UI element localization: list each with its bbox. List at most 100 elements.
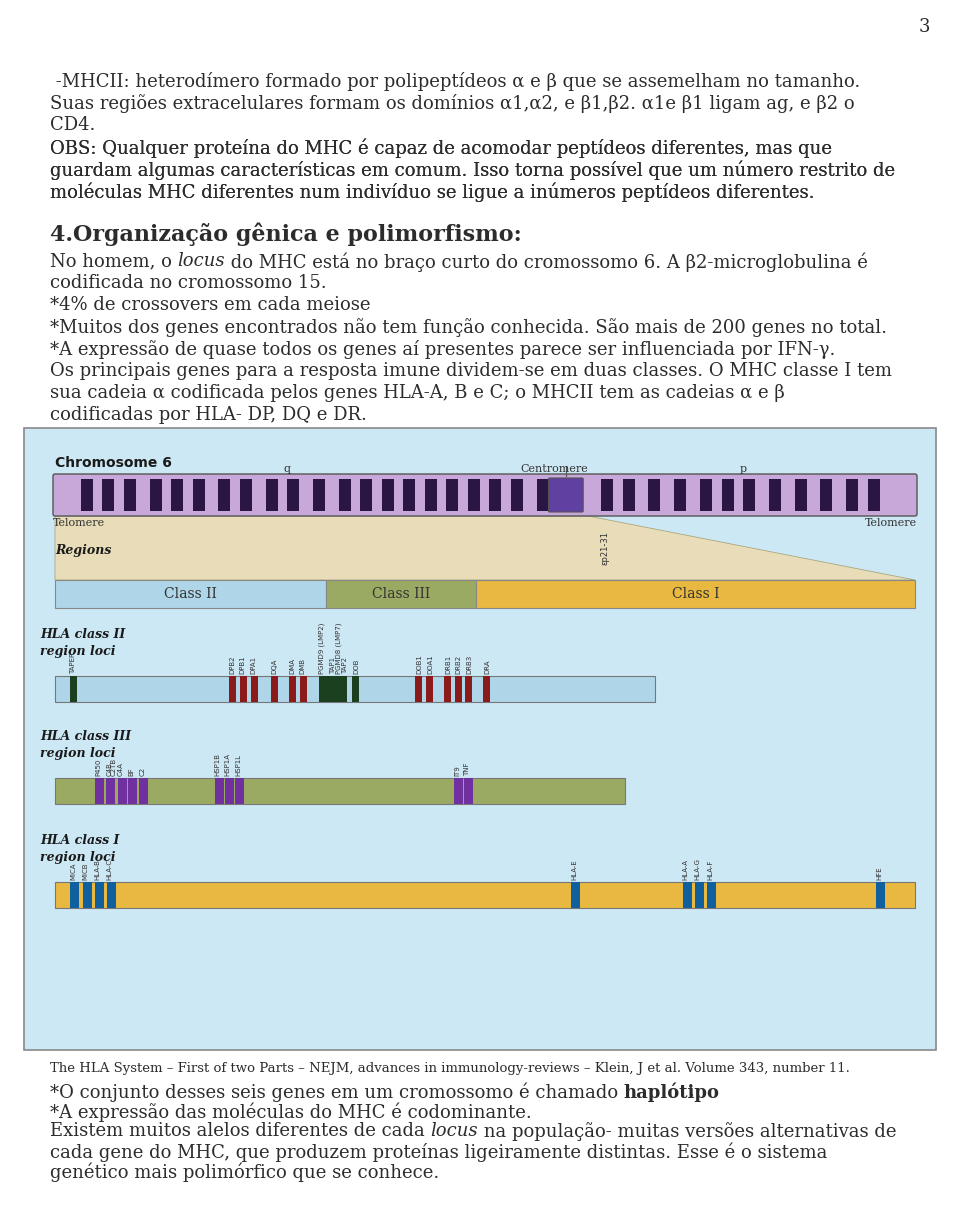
Bar [382,479,394,512]
Bar [476,580,915,608]
Text: na população- muitas versões alternativas de: na população- muitas versões alternativa… [478,1122,897,1141]
Text: HLA class I
region loci: HLA class I region loci [40,834,119,864]
Bar [484,676,491,702]
Bar [235,778,244,804]
Bar [313,479,325,512]
Text: OBS: Qualquer proteína do MHC é capaz de acomodar peptídeos diferentes, mas que: OBS: Qualquer proteína do MHC é capaz de… [50,138,832,157]
Bar [846,479,858,512]
Text: q: q [284,464,291,474]
Text: haplótipo: haplótipo [624,1082,720,1101]
Bar [107,882,115,907]
Bar [415,676,422,702]
Text: DRA: DRA [485,659,491,674]
Text: codificada no cromossomo 15.: codificada no cromossomo 15. [50,274,326,292]
Bar [251,676,257,702]
Text: HLA class II
region loci: HLA class II region loci [40,628,125,658]
Text: HSP1B: HSP1B [215,753,221,776]
Text: HFE: HFE [876,866,882,879]
Text: IT9: IT9 [454,765,460,776]
Text: guardam algumas características em comum. Isso torna possível que um número rest: guardam algumas características em comum… [50,160,895,179]
Text: HLA-E: HLA-E [571,859,577,879]
Bar [300,676,307,702]
Text: cada gene do MHC, que produzem proteínas ligeiramente distintas. Esse é o sistem: cada gene do MHC, que produzem proteínas… [50,1142,828,1162]
Bar [225,778,234,804]
Bar [319,676,326,702]
Text: do MHC está no braço curto do cromossomo 6. A β2-microglobulina é: do MHC está no braço curto do cromossomo… [226,252,868,272]
Bar [623,479,635,512]
Text: HLA class III
region loci: HLA class III region loci [40,730,132,760]
Bar [695,882,704,907]
Bar [55,676,655,702]
Bar [266,479,277,512]
Bar [193,479,204,512]
Bar [118,778,127,804]
Text: Chromosome 6: Chromosome 6 [55,456,172,470]
Text: DOA1: DOA1 [427,654,433,674]
Bar [455,676,462,702]
Bar [271,676,278,702]
Text: sua cadeia α codificada pelos genes HLA-A, B e C; o MHCII tem as cadeias α e β: sua cadeia α codificada pelos genes HLA-… [50,384,784,402]
Text: DMB: DMB [300,658,306,674]
Bar [128,778,137,804]
Text: codificadas por HLA- DP, DQ e DR.: codificadas por HLA- DP, DQ e DR. [50,406,367,424]
Text: HLA-C: HLA-C [107,859,112,879]
Text: Telomere: Telomere [53,518,106,527]
Bar [139,778,149,804]
Bar [55,778,625,804]
Bar [465,778,473,804]
Text: locus: locus [178,252,226,270]
Text: DRB2: DRB2 [456,655,462,674]
Bar [454,778,463,804]
Bar [70,676,77,702]
Text: p: p [739,464,747,474]
Text: DPB1: DPB1 [240,655,246,674]
Bar [571,479,583,512]
Bar [240,676,247,702]
Text: TAP2: TAP2 [342,657,348,674]
Text: MICB: MICB [83,862,88,879]
Bar [150,479,161,512]
Bar [722,479,733,512]
Text: TNF: TNF [465,762,470,776]
Bar [24,428,936,1050]
Text: Telomere: Telomere [865,518,917,527]
Bar [240,479,252,512]
Text: DRB3: DRB3 [467,655,472,674]
Text: HLA-F: HLA-F [707,860,713,879]
Bar [403,479,416,512]
Text: PGMD8 (LMP7): PGMD8 (LMP7) [336,622,342,674]
Bar [683,882,692,907]
Bar [326,676,333,702]
Text: C4A: C4A [118,762,124,776]
Text: TAPEP: TAPEP [70,653,76,674]
Bar [490,479,501,512]
Text: Os principais genes para a resposta imune dividem-se em duas classes. O MHC clas: Os principais genes para a resposta imun… [50,362,892,380]
Bar [426,676,433,702]
Text: The HLA System – First of two Parts – NEJM, advances in immunology-reviews – Kle: The HLA System – First of two Parts – NE… [50,1062,850,1075]
Bar [868,479,879,512]
Text: TAP1: TAP1 [330,657,336,674]
Text: OBS: Qualquer proteína do MHC é capaz de acomodar peptídeos diferentes, mas que: OBS: Qualquer proteína do MHC é capaz de… [50,138,832,157]
Text: Suas regiões extracelulares formam os domínios α1,α2, e β1,β2. α1e β1 ligam ag, : Suas regiões extracelulares formam os do… [50,94,854,113]
Bar [468,479,480,512]
Text: guardam algumas características em comum. Isso torna possível que um número rest: guardam algumas características em comum… [50,160,895,179]
Bar [81,479,93,512]
Bar [219,479,230,512]
Text: εp21-31: εp21-31 [601,531,610,565]
Text: 3: 3 [919,18,930,37]
Bar [287,479,300,512]
Text: HSP1L: HSP1L [235,754,241,776]
Text: .: . [688,1082,694,1100]
Text: *A expressão de quase todos os genes aí presentes parece ser influenciada por IF: *A expressão de quase todos os genes aí … [50,340,835,359]
Text: Class III: Class III [372,587,430,600]
Text: 4.Organização gênica e polimorfismo:: 4.Organização gênica e polimorfismo: [50,222,521,246]
Bar [94,882,104,907]
FancyBboxPatch shape [548,477,583,512]
Text: No homem, o: No homem, o [50,252,178,270]
Text: genético mais polimórfico que se conhece.: genético mais polimórfico que se conhece… [50,1162,440,1181]
Text: HSP1A: HSP1A [225,753,230,776]
Bar [444,676,451,702]
Text: Class II: Class II [164,587,217,600]
FancyBboxPatch shape [53,474,917,516]
Bar [466,676,472,702]
